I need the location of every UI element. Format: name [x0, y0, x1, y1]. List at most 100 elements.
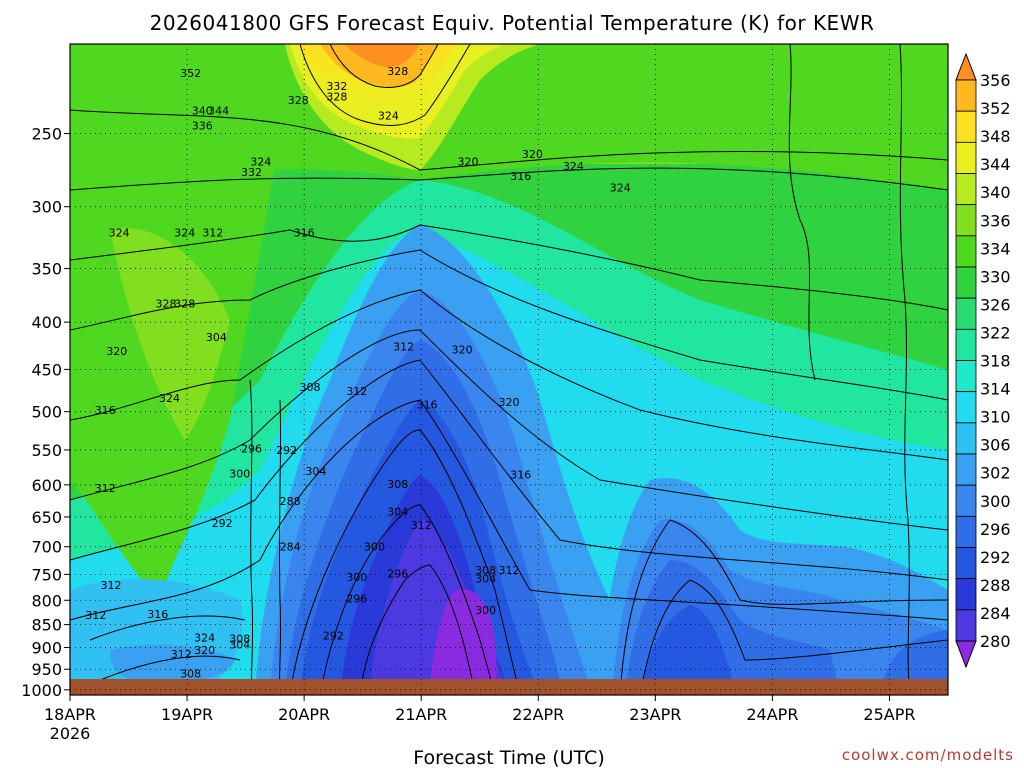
contour-label: 324: [378, 109, 399, 122]
contour-label: 312: [499, 564, 520, 577]
contour-label: 320: [452, 343, 473, 356]
contour-label: 320: [522, 148, 543, 161]
contour-label: 304: [305, 465, 326, 478]
contour-label: 344: [208, 104, 229, 117]
contour-label: 308: [387, 478, 408, 491]
colorbar-cell: [955, 173, 977, 206]
terrain-strip: [70, 679, 948, 695]
colorbar-tick-label: 344: [980, 155, 1011, 174]
x-tick-label: 18APR: [44, 705, 96, 724]
colorbar-tick-label: 340: [980, 183, 1011, 202]
contour-label: 308: [299, 381, 320, 394]
colorbar-cell: [955, 547, 977, 580]
contour-label: 324: [250, 155, 271, 168]
contour-label: 328: [174, 298, 195, 311]
contour-label: 312: [411, 519, 432, 532]
contour-label: 332: [326, 80, 347, 93]
x-year-label: 2026: [50, 724, 91, 743]
colorbar-tick-label: 322: [980, 323, 1011, 342]
colorbar-tick-label: 292: [980, 548, 1011, 567]
contour-label: 308: [180, 667, 201, 680]
right-blue-core: [640, 605, 735, 695]
y-tick-label: 800: [31, 591, 62, 610]
colorbar-tick-label: 326: [980, 295, 1011, 314]
upper-green-region: [70, 44, 948, 190]
chart-title: 2026041800 GFS Forecast Equiv. Potential…: [150, 11, 875, 35]
contour-label: 300: [229, 467, 250, 480]
contour-label: 312: [202, 227, 223, 240]
contour-label: 328: [155, 298, 176, 311]
contour-label: 300: [475, 604, 496, 617]
colorbar-cell: [955, 204, 977, 237]
colorbar-tick-label: 296: [980, 520, 1011, 539]
colorbar-bottom-arrow: [955, 640, 977, 669]
contour-label: 308: [229, 633, 250, 646]
contour-label: 312: [100, 579, 121, 592]
colorbar-tick-label: 348: [980, 127, 1011, 146]
contour-label: 304: [206, 331, 227, 344]
colorbar-tick-label: 336: [980, 211, 1011, 230]
y-tick-label: 650: [31, 508, 62, 527]
contour-label: 312: [85, 609, 106, 622]
contour-label: 316: [294, 227, 315, 240]
contour-label: 324: [194, 632, 215, 645]
contour-label: 324: [159, 392, 180, 405]
lower-left-deep-pocket: [110, 644, 235, 685]
x-tick-label: 24APR: [746, 705, 798, 724]
x-tick-label: 19APR: [161, 705, 213, 724]
contour-label: 316: [95, 404, 116, 417]
y-tick-label: 1000: [21, 681, 62, 700]
colorbar-tick-label: 280: [980, 632, 1011, 651]
colorbar-cell: [955, 235, 977, 268]
y-tick-label: 250: [31, 125, 62, 144]
colorbar-tick-label: 302: [980, 464, 1011, 483]
x-tick-label: 21APR: [395, 705, 447, 724]
contour-label: 336: [192, 119, 213, 132]
upper-ridge-core: [345, 44, 420, 68]
contour-label: 296: [241, 442, 262, 455]
contour-label: 324: [174, 227, 195, 240]
contour-label: 300: [364, 541, 385, 554]
contour-label: 340: [192, 104, 213, 117]
x-tick-label: 23APR: [629, 705, 681, 724]
y-tick-label: 600: [31, 476, 62, 495]
colorbar-tick-label: 352: [980, 99, 1011, 118]
grid: [70, 44, 948, 695]
contour-label: 332: [241, 166, 262, 179]
contour-label: 316: [417, 398, 438, 411]
y-tick-label: 500: [31, 403, 62, 422]
contour-label: 328: [288, 94, 309, 107]
colorbar: 280 284 288 292 296 300 302 306 310 314 318 322 326 3…: [955, 52, 1011, 669]
contour-label: 320: [458, 155, 479, 168]
x-axis-label: Forecast Time (UTC): [413, 747, 604, 768]
colorbar-tick-label: 330: [980, 267, 1011, 286]
contour-label: 320: [106, 345, 127, 358]
contour-label: 312: [95, 482, 116, 495]
contour-label: 312: [346, 385, 367, 398]
contour-label: 324: [610, 182, 631, 195]
colorbar-cell: [955, 141, 977, 174]
y-tick-label: 350: [31, 260, 62, 279]
x-tick-label: 25APR: [863, 705, 915, 724]
contour-label: 312: [393, 340, 414, 353]
colorbar-cell: [955, 110, 977, 143]
left-yellow-green-patch: [110, 228, 230, 440]
y-tick-label: 850: [31, 616, 62, 635]
y-axis: 250 300 350 400 450 500 550 600 650 700 750 800 850 9…: [21, 125, 70, 700]
y-tick-label: 700: [31, 538, 62, 557]
y-tick-label: 450: [31, 360, 62, 379]
contour-label: 296: [346, 592, 367, 605]
contour-label: 320: [499, 396, 520, 409]
contour-label: 304: [387, 505, 408, 518]
y-tick-label: 400: [31, 313, 62, 332]
colorbar-cell: [955, 297, 977, 330]
colorbar-cell: [955, 515, 977, 548]
colorbar-cell: [955, 609, 977, 642]
colorbar-cell: [955, 422, 977, 455]
x-tick-label: 20APR: [278, 705, 330, 724]
contour-label: 328: [387, 65, 408, 78]
contour-label: 312: [171, 648, 192, 661]
